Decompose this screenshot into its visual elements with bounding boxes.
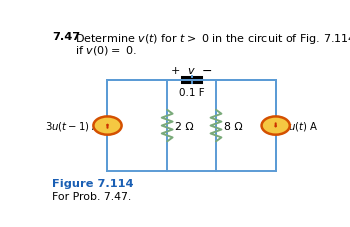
Text: $3u(t-1)$ A: $3u(t-1)$ A (45, 120, 101, 133)
Text: 0.1 F: 0.1 F (179, 88, 204, 98)
Text: −: − (201, 64, 212, 77)
Text: +: + (170, 66, 180, 76)
Text: Determine $v(t)$ for $t >$ 0 in the circuit of Fig. 7.114: Determine $v(t)$ for $t >$ 0 in the circ… (75, 32, 350, 46)
Circle shape (261, 117, 290, 135)
Text: 7.47: 7.47 (52, 32, 80, 42)
Text: 8 Ω: 8 Ω (224, 121, 242, 131)
Text: if $v(0) = $ 0.: if $v(0) = $ 0. (75, 44, 136, 57)
Circle shape (93, 117, 121, 135)
Text: For Prob. 7.47.: For Prob. 7.47. (52, 191, 131, 201)
Text: $v$: $v$ (187, 66, 196, 76)
Text: $3u(t)$ A: $3u(t)$ A (282, 120, 319, 133)
Text: Figure 7.114: Figure 7.114 (52, 178, 133, 188)
Text: 2 Ω: 2 Ω (175, 121, 194, 131)
